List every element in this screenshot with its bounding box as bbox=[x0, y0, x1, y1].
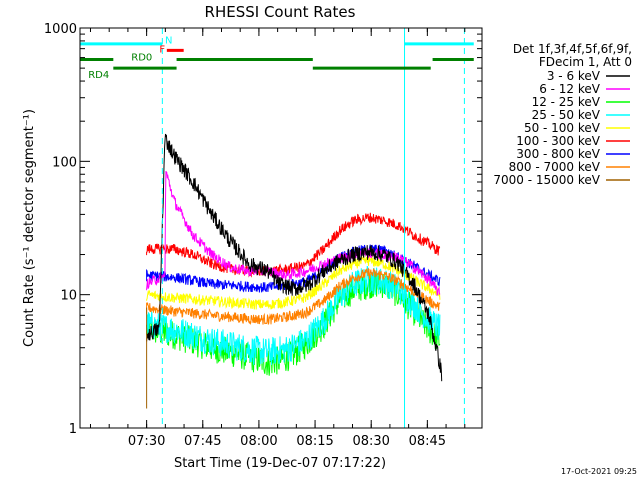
state-bar-layer: NF RD0 RD4 bbox=[80, 35, 474, 81]
x-tick-label-0800: 08:00 bbox=[240, 434, 277, 449]
legend-label-12-25-kev: 12 - 25 keV bbox=[532, 95, 601, 109]
x-tick-label-0830: 08:30 bbox=[352, 434, 389, 449]
legend-label-25-50-kev: 25 - 50 keV bbox=[532, 108, 601, 122]
series-line-100-300-kev bbox=[146, 212, 441, 278]
legend-header-line-1: Det 1f,3f,4f,5f,6f,9f, bbox=[513, 42, 632, 56]
x-axis-label: Start Time (19-Dec-07 07:17:22) bbox=[174, 456, 386, 471]
series-line-25-50-kev bbox=[146, 265, 441, 366]
y-tick-label-100: 100 bbox=[52, 155, 77, 170]
x-tick-label-0845: 08:45 bbox=[409, 434, 446, 449]
series-line-3-6-kev bbox=[146, 133, 443, 382]
series-line-300-800-kev bbox=[146, 244, 441, 293]
series-line-800-7000-kev bbox=[146, 267, 441, 325]
legend-header-line-2: FDecim 1, Att 0 bbox=[539, 55, 632, 69]
legend-label-6-12-kev: 6 - 12 keV bbox=[539, 82, 601, 96]
y-axis: 1 10 100 1000 bbox=[44, 22, 482, 437]
footer-timestamp: 17-Oct-2021 09:25 bbox=[561, 467, 637, 476]
x-axis: 07:30 07:45 08:00 08:15 08:30 08:45 bbox=[89, 28, 466, 449]
legend-label-3-6-kev: 3 - 6 keV bbox=[547, 69, 601, 83]
y-axis-label: Count Rate (s⁻¹ detector segment⁻¹) bbox=[22, 109, 37, 347]
legend-label-7000-15000-kev: 7000 - 15000 keV bbox=[493, 173, 600, 187]
state-bar-label-n: N bbox=[165, 35, 172, 46]
legend-label-50-100-kev: 50 - 100 keV bbox=[524, 121, 601, 135]
x-tick-label-0745: 07:45 bbox=[184, 434, 221, 449]
state-bar-label-rd0: RD0 bbox=[131, 53, 152, 64]
y-tick-label-1000: 1000 bbox=[44, 22, 77, 37]
x-tick-label-0815: 08:15 bbox=[296, 434, 333, 449]
state-bar-label-rd4: RD4 bbox=[88, 70, 109, 81]
legend-label-800-7000-kev: 800 - 7000 keV bbox=[509, 160, 601, 174]
y-tick-label-1: 1 bbox=[69, 422, 77, 437]
chart-title: RHESSI Count Rates bbox=[205, 3, 356, 21]
legend-label-100-300-kev: 100 - 300 keV bbox=[516, 134, 600, 148]
plot-frame bbox=[79, 27, 483, 429]
state-bar-label-f: F bbox=[159, 45, 165, 56]
y-tick-label-10: 10 bbox=[60, 289, 77, 304]
series-layer bbox=[146, 133, 443, 409]
legend-label-300-800-kev: 300 - 800 keV bbox=[516, 147, 600, 161]
legend: Det 1f,3f,4f,5f,6f,9f, FDecim 1, Att 0 3… bbox=[493, 42, 632, 187]
series-line-6-12-kev bbox=[146, 170, 441, 296]
x-tick-label-0730: 07:30 bbox=[128, 434, 165, 449]
